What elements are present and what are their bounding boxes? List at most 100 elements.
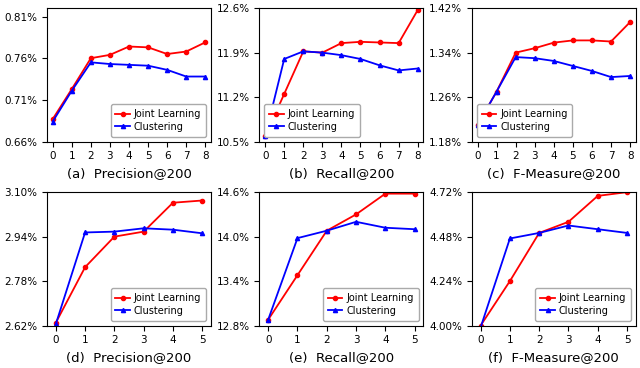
Joint Learning bbox=[140, 229, 147, 234]
Line: Clustering: Clustering bbox=[54, 226, 204, 326]
Joint Learning bbox=[106, 53, 114, 57]
Joint Learning bbox=[535, 231, 543, 235]
Clustering bbox=[68, 88, 76, 93]
Joint Learning bbox=[198, 198, 206, 203]
Clustering bbox=[477, 325, 484, 330]
Joint Learning bbox=[607, 39, 615, 44]
Legend: Joint Learning, Clustering: Joint Learning, Clustering bbox=[323, 288, 419, 321]
Joint Learning bbox=[337, 41, 345, 45]
Line: Clustering: Clustering bbox=[266, 220, 417, 322]
Clustering bbox=[569, 64, 577, 68]
Clustering bbox=[52, 322, 60, 326]
Clustering bbox=[352, 220, 360, 224]
Joint Learning bbox=[594, 194, 602, 198]
Clustering bbox=[261, 134, 269, 139]
Joint Learning bbox=[125, 44, 133, 49]
Clustering bbox=[144, 64, 152, 68]
Joint Learning bbox=[411, 191, 419, 196]
Clustering bbox=[588, 69, 596, 73]
Clustering bbox=[395, 68, 403, 72]
Clustering bbox=[323, 229, 331, 233]
Line: Joint Learning: Joint Learning bbox=[476, 20, 632, 127]
X-axis label: (c)  F-Measure@200: (c) F-Measure@200 bbox=[487, 167, 621, 180]
Clustering bbox=[411, 227, 419, 231]
Joint Learning bbox=[52, 321, 60, 325]
Clustering bbox=[474, 123, 481, 127]
Clustering bbox=[294, 236, 301, 240]
Joint Learning bbox=[550, 40, 557, 45]
Clustering bbox=[202, 74, 209, 79]
Line: Clustering: Clustering bbox=[476, 55, 632, 127]
Clustering bbox=[356, 57, 364, 61]
Joint Learning bbox=[493, 89, 500, 94]
Clustering bbox=[198, 231, 206, 236]
X-axis label: (f)  F-Measure@200: (f) F-Measure@200 bbox=[488, 351, 620, 364]
Joint Learning bbox=[506, 279, 514, 283]
X-axis label: (d)  Precision@200: (d) Precision@200 bbox=[67, 351, 191, 364]
Joint Learning bbox=[381, 191, 389, 196]
Line: Joint Learning: Joint Learning bbox=[54, 198, 204, 325]
Clustering bbox=[607, 75, 615, 79]
Joint Learning bbox=[588, 38, 596, 43]
Clustering bbox=[111, 229, 118, 234]
Clustering bbox=[414, 66, 422, 71]
X-axis label: (b)  Recall@200: (b) Recall@200 bbox=[289, 167, 394, 180]
Line: Joint Learning: Joint Learning bbox=[51, 40, 207, 121]
Clustering bbox=[564, 223, 572, 228]
Clustering bbox=[81, 230, 89, 235]
Joint Learning bbox=[531, 46, 539, 50]
Line: Joint Learning: Joint Learning bbox=[263, 8, 420, 139]
Joint Learning bbox=[300, 49, 307, 54]
Joint Learning bbox=[68, 87, 76, 91]
Joint Learning bbox=[395, 41, 403, 45]
Clustering bbox=[623, 231, 631, 235]
Legend: Joint Learning, Clustering: Joint Learning, Clustering bbox=[264, 104, 360, 137]
Clustering bbox=[87, 60, 95, 64]
Joint Learning bbox=[319, 50, 326, 55]
Clustering bbox=[182, 74, 190, 79]
Clustering bbox=[531, 56, 539, 60]
Clustering bbox=[506, 236, 514, 241]
Joint Learning bbox=[474, 123, 481, 127]
Clustering bbox=[535, 231, 543, 235]
Legend: Joint Learning, Clustering: Joint Learning, Clustering bbox=[477, 104, 572, 137]
X-axis label: (e)  Recall@200: (e) Recall@200 bbox=[289, 351, 394, 364]
Clustering bbox=[106, 62, 114, 66]
Joint Learning bbox=[352, 212, 360, 217]
Joint Learning bbox=[87, 56, 95, 60]
Line: Clustering: Clustering bbox=[479, 223, 629, 329]
Clustering bbox=[337, 53, 345, 57]
Clustering bbox=[512, 55, 520, 59]
Joint Learning bbox=[111, 234, 118, 239]
Joint Learning bbox=[144, 45, 152, 50]
Joint Learning bbox=[280, 92, 288, 96]
Clustering bbox=[594, 227, 602, 231]
Joint Learning bbox=[294, 273, 301, 277]
Joint Learning bbox=[623, 190, 631, 194]
Joint Learning bbox=[569, 38, 577, 43]
Joint Learning bbox=[81, 265, 89, 269]
Clustering bbox=[627, 74, 634, 78]
Line: Clustering: Clustering bbox=[263, 49, 420, 139]
Joint Learning bbox=[356, 40, 364, 44]
Joint Learning bbox=[512, 50, 520, 55]
Joint Learning bbox=[627, 20, 634, 24]
Clustering bbox=[140, 226, 147, 230]
Clustering bbox=[264, 318, 272, 322]
Joint Learning bbox=[477, 323, 484, 328]
Legend: Joint Learning, Clustering: Joint Learning, Clustering bbox=[111, 104, 206, 137]
Joint Learning bbox=[182, 49, 190, 54]
Joint Learning bbox=[49, 117, 56, 121]
Legend: Joint Learning, Clustering: Joint Learning, Clustering bbox=[111, 288, 206, 321]
Clustering bbox=[125, 63, 133, 67]
Clustering bbox=[493, 89, 500, 94]
Joint Learning bbox=[202, 40, 209, 45]
Line: Clustering: Clustering bbox=[51, 60, 207, 124]
Clustering bbox=[280, 57, 288, 61]
Clustering bbox=[319, 50, 326, 55]
Joint Learning bbox=[376, 40, 383, 45]
Clustering bbox=[169, 227, 177, 232]
Joint Learning bbox=[564, 220, 572, 224]
Clustering bbox=[550, 59, 557, 63]
Clustering bbox=[381, 226, 389, 230]
